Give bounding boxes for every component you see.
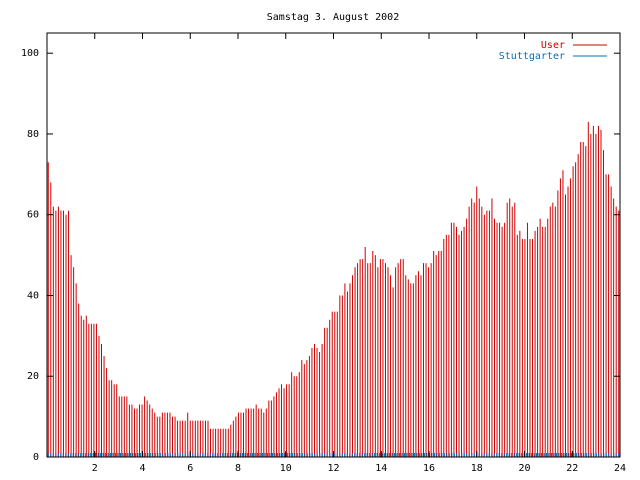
y-tick-label: 20 [27, 371, 39, 382]
chart-title: Samstag 3. August 2002 [267, 12, 399, 23]
x-tick-label: 24 [614, 463, 626, 474]
x-tick-label: 14 [375, 463, 387, 474]
x-tick-label: 4 [139, 463, 145, 474]
legend-label: User [541, 40, 565, 51]
x-tick-label: 8 [235, 463, 241, 474]
x-tick-label: 20 [518, 463, 530, 474]
x-tick-label: 10 [280, 463, 292, 474]
y-tick-label: 40 [27, 290, 39, 301]
legend-label: Stuttgarter [499, 51, 565, 62]
y-tick-label: 100 [21, 48, 39, 59]
plot-frame [46, 32, 621, 458]
bars-layer [47, 121, 620, 457]
y-tick-label: 0 [33, 452, 39, 463]
x-tick-label: 12 [327, 463, 339, 474]
y-tick-label: 80 [27, 129, 39, 140]
x-tick-label: 6 [187, 463, 193, 474]
x-tick-label: 18 [471, 463, 483, 474]
y-tick-label: 60 [27, 210, 39, 221]
x-tick-label: 2 [92, 463, 98, 474]
x-tick-label: 22 [566, 463, 578, 474]
x-tick-label: 16 [423, 463, 435, 474]
